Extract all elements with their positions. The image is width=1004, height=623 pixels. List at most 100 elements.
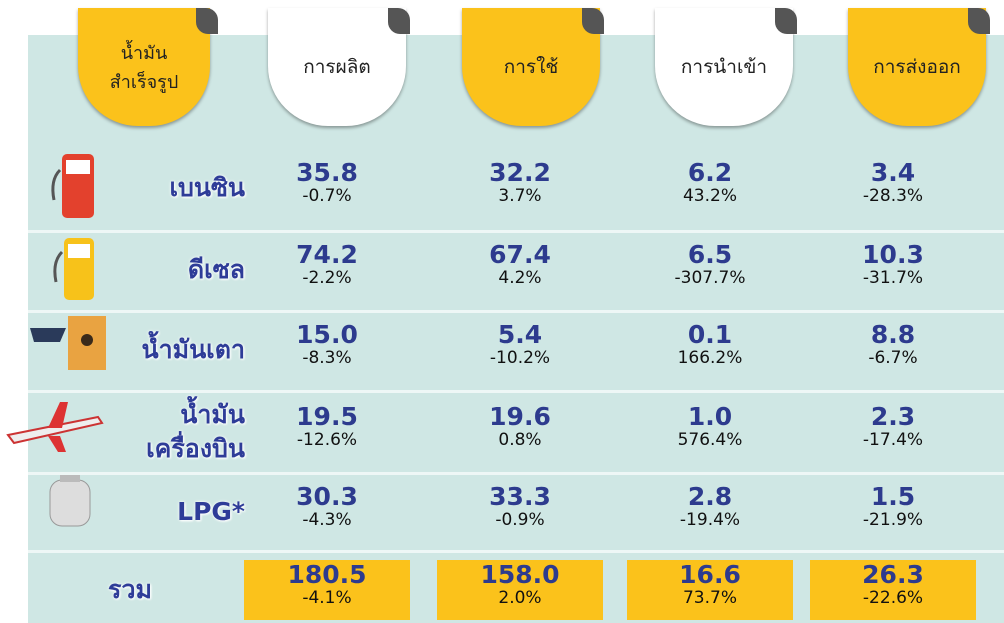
cell-value: 5.4	[430, 322, 610, 348]
cell: 19.5-12.6%	[237, 404, 417, 450]
cell-value: 16.6	[620, 562, 800, 588]
column-header: การใช้	[504, 52, 559, 82]
tab-curl	[582, 8, 604, 34]
lpg-icon	[50, 472, 90, 526]
row-separator	[28, 230, 1004, 233]
column-header: การนำเข้า	[681, 52, 767, 82]
cell-change: 166.2%	[620, 348, 800, 368]
cell-value: 180.5	[237, 562, 417, 588]
row-label-line: น้ำมัน	[95, 398, 245, 432]
cell: 15.0-8.3%	[237, 322, 417, 368]
cell: 5.4-10.2%	[430, 322, 610, 368]
cell-value: 26.3	[803, 562, 983, 588]
cell-change: 4.2%	[430, 268, 610, 288]
cell-value: 1.0	[620, 404, 800, 430]
cell-value: 35.8	[237, 160, 417, 186]
column-header: การส่งออก	[873, 52, 961, 82]
cell-value: 0.1	[620, 322, 800, 348]
row-label-line: ดีเซล	[95, 253, 245, 287]
column-tab: การส่งออก	[848, 8, 986, 126]
cell: 180.5-4.1%	[237, 562, 417, 608]
cell-value: 6.5	[620, 242, 800, 268]
row-label-line: น้ำมันเตา	[95, 333, 245, 367]
corner-line: น้ำมัน	[121, 38, 168, 67]
row-label-line: เครื่องบิน	[95, 432, 245, 466]
cell: 8.8-6.7%	[803, 322, 983, 368]
cell-change: 73.7%	[620, 588, 800, 608]
cell-change: 0.8%	[430, 430, 610, 450]
row-label: เบนซิน	[95, 171, 245, 205]
page: น้ำมันสำเร็จรูปการผลิตการใช้การนำเข้าการ…	[0, 0, 1004, 623]
cell: 3.4-28.3%	[803, 160, 983, 206]
cell-value: 3.4	[803, 160, 983, 186]
cell-change: 2.0%	[430, 588, 610, 608]
cell: 2.8-19.4%	[620, 484, 800, 530]
row-label-line: เบนซิน	[95, 171, 245, 205]
cell-change: -2.2%	[237, 268, 417, 288]
cell-value: 8.8	[803, 322, 983, 348]
row-label: LPG*	[95, 495, 245, 529]
cell-value: 15.0	[237, 322, 417, 348]
tab-curl	[388, 8, 410, 34]
total-label: รวม	[60, 573, 200, 607]
cell: 30.3-4.3%	[237, 484, 417, 530]
cell-change: -0.9%	[430, 510, 610, 530]
cell-value: 32.2	[430, 160, 610, 186]
column-tab: การใช้	[462, 8, 600, 126]
row-label: ดีเซล	[95, 253, 245, 287]
benzine-icon	[53, 154, 94, 218]
tab-curl	[775, 8, 797, 34]
cell-value: 19.5	[237, 404, 417, 430]
row-separator	[28, 390, 1004, 393]
corner-line: สำเร็จรูป	[110, 67, 179, 96]
cell-change: -8.3%	[237, 348, 417, 368]
tab-curl	[968, 8, 990, 34]
cell-change: -19.4%	[620, 510, 800, 530]
cell-value: 2.3	[803, 404, 983, 430]
cell: 35.8-0.7%	[237, 160, 417, 206]
cell: 1.5-21.9%	[803, 484, 983, 530]
row-separator	[28, 310, 1004, 313]
diesel-icon	[55, 238, 94, 300]
cell-change: -22.6%	[803, 588, 983, 608]
cell-change: -10.2%	[430, 348, 610, 368]
cell-change: 3.7%	[430, 186, 610, 206]
cell-change: -6.7%	[803, 348, 983, 368]
column-tab: การผลิต	[268, 8, 406, 126]
cell-change: 43.2%	[620, 186, 800, 206]
cell-value: 67.4	[430, 242, 610, 268]
row-label: น้ำมันเครื่องบิน	[95, 398, 245, 466]
cell-value: 158.0	[430, 562, 610, 588]
cell-change: -4.3%	[237, 510, 417, 530]
tab-curl	[196, 8, 218, 34]
cell-change: -17.4%	[803, 430, 983, 450]
cell-change: -31.7%	[803, 268, 983, 288]
cell-change: -307.7%	[620, 268, 800, 288]
cell-value: 19.6	[430, 404, 610, 430]
row-separator	[28, 472, 1004, 475]
cell-value: 30.3	[237, 484, 417, 510]
cell-change: -12.6%	[237, 430, 417, 450]
row-separator	[28, 550, 1004, 553]
cell: 6.5-307.7%	[620, 242, 800, 288]
column-tab: การนำเข้า	[655, 8, 793, 126]
corner-tab: น้ำมันสำเร็จรูป	[78, 8, 210, 126]
cell-change: -4.1%	[237, 588, 417, 608]
cell: 19.60.8%	[430, 404, 610, 450]
cell-change: -28.3%	[803, 186, 983, 206]
cell-change: 576.4%	[620, 430, 800, 450]
cell: 26.3-22.6%	[803, 562, 983, 608]
column-header: การผลิต	[303, 52, 371, 82]
cell-value: 1.5	[803, 484, 983, 510]
jet-icon	[8, 402, 102, 452]
cell-change: -0.7%	[237, 186, 417, 206]
cell: 10.3-31.7%	[803, 242, 983, 288]
cell: 74.2-2.2%	[237, 242, 417, 288]
cell: 2.3-17.4%	[803, 404, 983, 450]
